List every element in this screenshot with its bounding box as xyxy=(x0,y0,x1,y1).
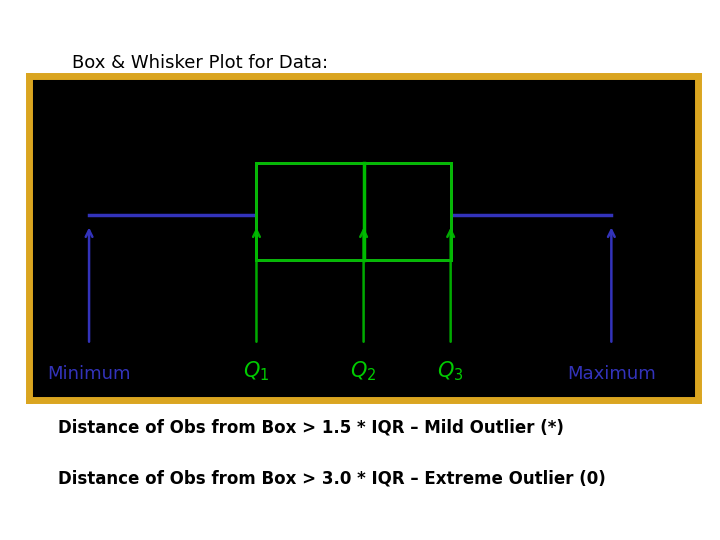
Text: $Q_2$: $Q_2$ xyxy=(351,360,377,383)
Text: Box & Whisker Plot for Data:: Box & Whisker Plot for Data: xyxy=(72,54,328,72)
Text: Minimum: Minimum xyxy=(48,366,131,383)
Text: Maximum: Maximum xyxy=(567,366,656,383)
Bar xyxy=(256,163,451,260)
Text: Distance of Obs from Box > 3.0 * IQR – Extreme Outlier (0): Distance of Obs from Box > 3.0 * IQR – E… xyxy=(58,470,606,488)
Text: Distance of Obs from Box > 1.5 * IQR – Mild Outlier (*): Distance of Obs from Box > 1.5 * IQR – M… xyxy=(58,418,564,436)
Text: $Q_3$: $Q_3$ xyxy=(438,360,464,383)
Text: $Q_1$: $Q_1$ xyxy=(243,360,269,383)
